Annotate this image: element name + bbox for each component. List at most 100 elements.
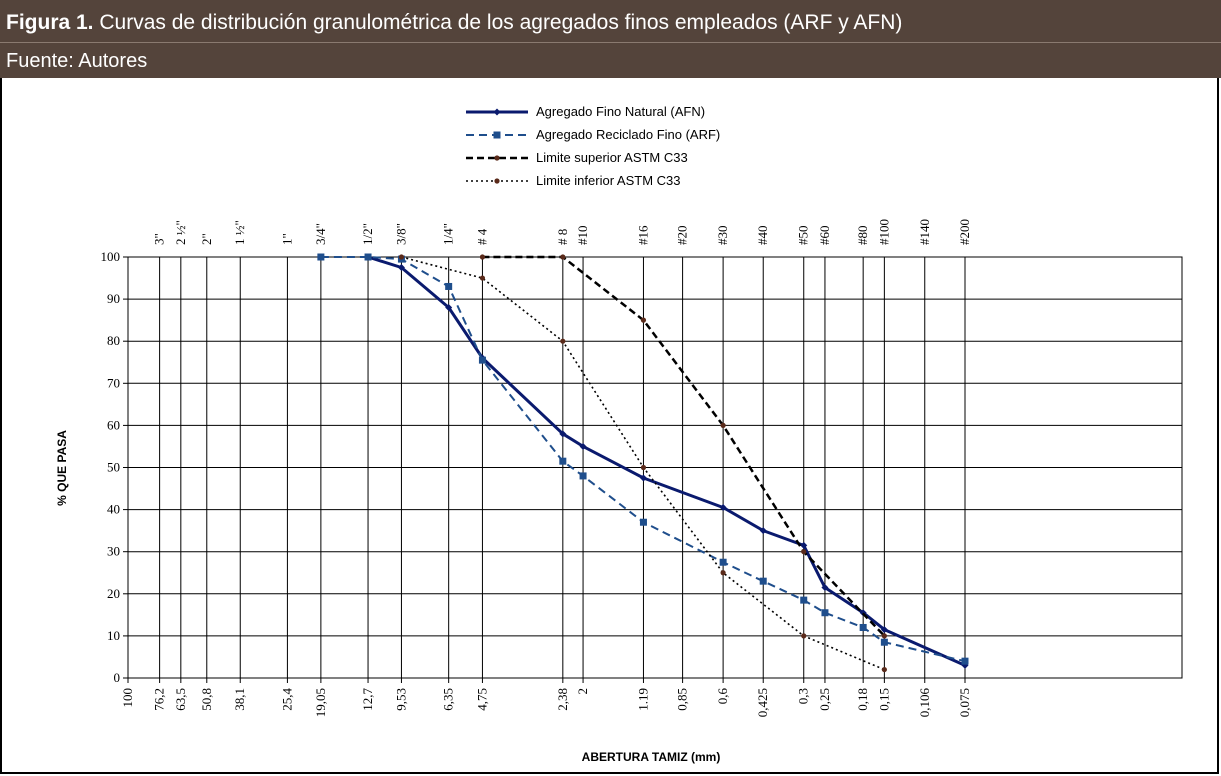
header-divider (0, 42, 1221, 43)
data-point (559, 430, 567, 438)
x-tick-label-mm: 0,6 (715, 688, 730, 705)
data-point (478, 356, 486, 364)
data-point (800, 596, 808, 604)
legend-marker (494, 178, 500, 184)
x-tick-label-sieve: 2" (199, 233, 214, 245)
x-tick-label-sieve: 2 ½" (173, 220, 188, 245)
y-tick-label: 80 (107, 333, 120, 348)
figure-header: Figura 1. Curvas de distribución granulo… (0, 0, 1221, 78)
y-tick-label: 70 (107, 375, 120, 390)
y-axis-title: % QUE PASA (55, 430, 69, 506)
legend-marker (494, 155, 500, 161)
series (317, 253, 969, 673)
x-tick-label-sieve: #100 (876, 219, 891, 245)
x-tick-label-sieve: 1/4" (441, 223, 456, 245)
x-tick-label-mm: 9,53 (393, 688, 408, 711)
x-tick-label-mm: 12,7 (360, 688, 375, 711)
x-tick-label-sieve: 1" (279, 233, 294, 245)
data-point (317, 253, 325, 261)
data-point (398, 254, 405, 260)
legend-label: Agregado Reciclado Fino (ARF) (536, 127, 720, 142)
x-tick-label-mm: 63,5 (173, 688, 188, 711)
data-point (579, 442, 587, 450)
data-point (640, 464, 647, 471)
x-tick-label-mm: 0,106 (917, 688, 932, 718)
x-tick-label-mm: 4,75 (474, 688, 489, 711)
x-tick-label-sieve: 3/8" (393, 223, 408, 245)
figure-label: Figura 1. (6, 11, 94, 34)
chart-frame (0, 78, 1219, 774)
data-point (445, 282, 453, 290)
legend-label: Limite inferior ASTM C33 (536, 173, 681, 188)
y-tick-label: 40 (107, 502, 120, 517)
data-point (560, 254, 566, 260)
series-line (367, 255, 966, 667)
figure-caption: Curvas de distribución granulométrica de… (99, 11, 903, 34)
data-point (801, 549, 807, 555)
data-point (720, 570, 726, 576)
data-point (759, 527, 767, 535)
data-point (639, 474, 647, 482)
series-1 (364, 253, 969, 669)
legend-marker (493, 108, 501, 116)
x-tick-label-mm: 0,85 (675, 688, 690, 711)
series-2 (317, 253, 969, 665)
data-point (479, 254, 486, 260)
x-tick-label-sieve: # 4 (474, 228, 489, 245)
x-tick-label-mm: 2,38 (555, 688, 570, 711)
x-tick-label-mm: 76,2 (152, 688, 167, 711)
data-point (720, 422, 726, 428)
data-point (479, 275, 486, 281)
data-point (640, 317, 647, 323)
x-tick-label-mm: 1.19 (635, 688, 650, 711)
y-tick-label: 60 (107, 417, 120, 432)
data-point (397, 264, 405, 272)
data-point (639, 518, 647, 526)
x-tick-label-sieve: #200 (957, 219, 972, 245)
x-tick-label-mm: 25,4 (279, 688, 294, 711)
x-tick-label-sieve: #140 (917, 219, 932, 245)
data-point (859, 623, 867, 631)
data-point (821, 583, 829, 591)
data-point (961, 657, 969, 665)
data-point (719, 503, 727, 511)
y-tick-label: 0 (114, 670, 121, 685)
x-tick-label-mm: 50,8 (199, 688, 214, 711)
legend-label: Agregado Fino Natural (AFN) (536, 104, 705, 119)
y-tick-label: 100 (101, 249, 121, 264)
legend: Agregado Fino Natural (AFN) Agregado Reci… (466, 104, 720, 188)
figure-source: Fuente: Autores (6, 50, 148, 72)
data-point (445, 304, 453, 312)
axes: 0 10 20 30 40 50 60 70 80 90 100 100 76,2 63,5 50,8 38,… (101, 219, 973, 717)
x-axis-title: ABERTURA TAMIZ (mm) (582, 750, 721, 764)
x-tick-label-sieve: #10 (575, 226, 590, 246)
figure-title: Figura 1. Curvas de distribución granulo… (6, 8, 902, 38)
x-tick-label-sieve: #30 (715, 226, 730, 246)
data-point (801, 633, 807, 639)
data-point (759, 577, 767, 585)
legend-marker (493, 131, 501, 139)
data-point (719, 558, 727, 566)
x-tick-label-mm: 100 (120, 688, 135, 708)
x-tick-label-sieve: #50 (796, 226, 811, 246)
x-tick-label-sieve: # 8 (555, 229, 570, 245)
data-point (821, 609, 829, 617)
data-point (800, 541, 808, 549)
series-line (482, 255, 886, 637)
y-tick-label: 30 (107, 544, 120, 559)
x-tick-label-mm: 19,05 (313, 688, 328, 717)
y-tick-label: 10 (107, 628, 120, 643)
data-point (881, 666, 887, 673)
x-tick-label-sieve: 1 ½" (232, 220, 247, 245)
y-tick-label: 90 (107, 291, 120, 306)
x-tick-label-sieve: #80 (855, 226, 870, 246)
x-tick-label-mm: 6,35 (441, 688, 456, 711)
grid (123, 256, 1183, 683)
data-point (880, 638, 888, 646)
x-tick-label-sieve: #60 (817, 226, 832, 246)
x-tick-label-sieve: 1/2" (360, 223, 375, 245)
data-point (881, 633, 887, 639)
series-4 (398, 254, 887, 673)
x-tick-label-mm: 0,15 (876, 688, 891, 711)
